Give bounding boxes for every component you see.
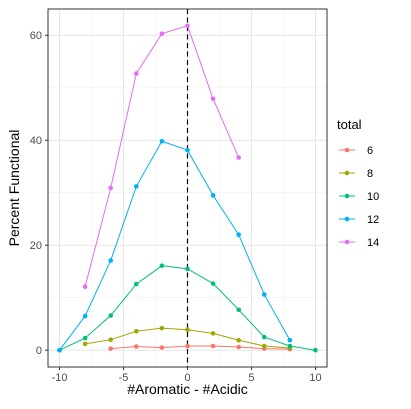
data-point xyxy=(82,284,88,289)
y-axis-title: Percent Functional xyxy=(6,130,22,247)
data-point xyxy=(57,347,62,353)
data-point xyxy=(82,341,88,347)
data-point xyxy=(287,337,293,343)
legend-item-8: 8 xyxy=(339,168,373,180)
legend-item-6: 6 xyxy=(339,145,373,157)
series-line xyxy=(110,345,290,350)
data-point xyxy=(210,343,216,349)
x-axis-title: #Aromatic - #Acidic xyxy=(127,381,248,397)
series-6 xyxy=(108,343,293,352)
legend-key-point xyxy=(344,239,350,245)
data-point xyxy=(287,343,293,349)
legend-label: 12 xyxy=(367,214,379,226)
data-point xyxy=(236,155,241,160)
data-point xyxy=(261,343,267,349)
legend-label: 8 xyxy=(367,168,373,180)
series-10 xyxy=(57,263,318,353)
data-point xyxy=(210,96,216,102)
data-point xyxy=(185,327,190,333)
data-point xyxy=(108,313,114,318)
data-point xyxy=(236,232,241,238)
legend-item-12: 12 xyxy=(339,214,379,226)
x-tick-label: -10 xyxy=(52,372,68,384)
axis-ticks: -10 -5 0 5 10 0 20 40 60 xyxy=(30,30,322,384)
data-point xyxy=(108,337,114,343)
data-point xyxy=(210,281,216,286)
data-point xyxy=(185,147,190,153)
x-tick-label: 0 xyxy=(184,372,190,384)
y-tick-label: 60 xyxy=(30,30,42,42)
data-point xyxy=(185,23,190,29)
data-point xyxy=(159,325,165,331)
legend-label: 14 xyxy=(367,237,379,249)
series-12 xyxy=(57,138,293,353)
data-point xyxy=(236,307,241,313)
legend-key-point xyxy=(344,147,350,153)
legend: total 6 8 10 12 14 xyxy=(337,117,379,249)
x-tick-label: 5 xyxy=(248,372,254,384)
legend-key-point xyxy=(344,193,350,199)
data-point xyxy=(108,258,114,263)
data-point xyxy=(261,334,267,340)
data-point xyxy=(134,281,139,287)
data-point xyxy=(236,344,241,350)
legend-item-10: 10 xyxy=(339,191,379,203)
data-point xyxy=(210,193,216,198)
data-point xyxy=(134,71,139,76)
legend-label: 6 xyxy=(367,145,373,157)
data-point xyxy=(108,185,114,191)
data-point xyxy=(159,138,165,144)
y-tick-label: 20 xyxy=(30,240,42,252)
legend-key-point xyxy=(344,216,350,222)
series-14 xyxy=(82,23,241,289)
data-point xyxy=(159,31,165,36)
y-tick-label: 0 xyxy=(36,345,42,357)
data-point xyxy=(261,292,267,297)
y-tick-label: 40 xyxy=(30,135,42,147)
data-point xyxy=(236,337,241,343)
data-point xyxy=(185,343,190,349)
series-line xyxy=(59,140,291,351)
data-point xyxy=(108,346,114,351)
legend-key-point xyxy=(344,170,350,176)
legend-title: total xyxy=(337,117,362,132)
data-point xyxy=(134,344,139,349)
legend-item-14: 14 xyxy=(339,237,379,249)
x-tick-label: -5 xyxy=(119,372,129,384)
data-point xyxy=(82,313,88,319)
series-layer xyxy=(57,23,318,353)
x-tick-label: 10 xyxy=(309,372,321,384)
data-point xyxy=(134,329,139,334)
data-point xyxy=(185,266,190,272)
data-point xyxy=(82,335,88,341)
legend-label: 10 xyxy=(367,191,379,203)
data-point xyxy=(159,345,165,350)
data-point xyxy=(134,184,139,189)
data-point xyxy=(159,263,165,268)
data-point xyxy=(313,347,318,353)
data-point xyxy=(210,331,216,336)
